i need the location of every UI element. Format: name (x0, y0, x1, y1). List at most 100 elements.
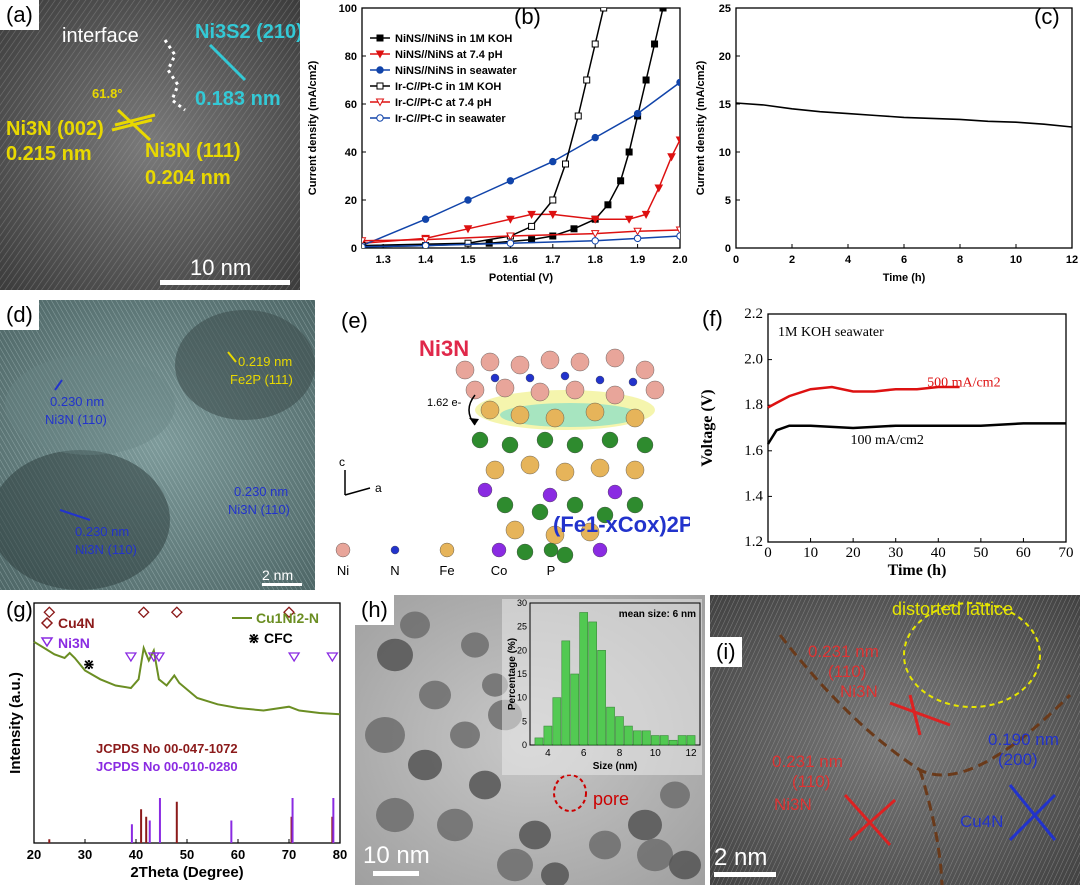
histogram-bar (686, 735, 696, 746)
y-tick-label: 0 (351, 243, 357, 255)
data-marker (549, 196, 557, 204)
atom (455, 360, 475, 380)
inset-x-tick-label: 4 (545, 748, 551, 759)
nanoparticle (419, 680, 451, 710)
histogram-bar (561, 640, 571, 746)
grain-boundary-1 (778, 634, 1072, 777)
data-marker (574, 112, 582, 120)
cfc-peak-marker: ⋇ (83, 656, 95, 672)
cu4n-phase-label: Cu4N (960, 812, 1003, 831)
x-tick-label: 1.7 (545, 254, 560, 266)
data-marker (376, 114, 384, 122)
panel-i: distorted lattice 0.231 nm (110) Ni3N 0.… (710, 595, 1080, 885)
x-tick-label: 0 (764, 545, 772, 561)
panel-f: 0 10 20 30 40 50 60 70 1.2 1.4 1.6 1.8 2.0 2.2 Time (h… (690, 300, 1080, 590)
legend-atom-swatch (390, 545, 400, 555)
scale-bar-label: 2 nm (262, 567, 293, 583)
nanoparticle (469, 770, 501, 800)
atom (595, 375, 605, 385)
inset-y-tick-label: 5 (522, 716, 527, 726)
x-tick-label: 1.8 (588, 254, 603, 266)
x-tick-label: 70 (282, 847, 296, 862)
data-marker (421, 241, 430, 248)
data-marker (641, 210, 651, 219)
data-marker (590, 215, 600, 224)
atom (480, 400, 500, 420)
charge-label: 1.62 e- (427, 397, 462, 409)
histogram-bar (659, 735, 669, 746)
scale-bar-label: 10 nm (363, 842, 430, 869)
scale-bar (373, 871, 419, 876)
nanoparticle (365, 717, 405, 753)
atom (485, 460, 505, 480)
data-marker (654, 184, 664, 193)
histogram-bar (552, 697, 562, 746)
legend-atom-swatch (543, 542, 559, 558)
x-tick-label: 20 (846, 545, 861, 561)
atom (530, 382, 550, 402)
atom (477, 482, 493, 498)
data-marker (527, 210, 536, 219)
nanoparticle (541, 862, 569, 885)
x-tick-label: 80 (333, 847, 347, 862)
angle-label: 61.8° (92, 86, 123, 101)
panel-f-label: (f) (702, 306, 723, 331)
atom (520, 455, 540, 475)
cu4n-marker-b (1008, 793, 1057, 842)
data-marker (376, 34, 384, 42)
y-tick-label: 1.6 (744, 443, 763, 459)
inset-y-tick-label: 25 (517, 622, 527, 632)
panel-d-label: (d) (0, 300, 39, 330)
nanoparticle (660, 781, 690, 809)
ni3n-peak-marker (287, 652, 301, 663)
y-axis-label: Intensity (a.u.) (7, 672, 24, 774)
inset-x-tick-label: 6 (581, 748, 587, 759)
interface-label: interface (62, 25, 139, 47)
x-tick-label: 10 (1010, 254, 1022, 266)
legend-entry: Ir-C//Pt-C in seawater (395, 113, 506, 125)
charge-density-cyan (500, 403, 640, 427)
data-marker (528, 222, 536, 230)
data-marker (676, 78, 680, 87)
data-marker (362, 237, 367, 246)
x-tick-label: 1.9 (630, 254, 645, 266)
y-tick-label: 15 (719, 99, 731, 111)
data-marker (376, 82, 384, 90)
ni3n-spacing-label-1: 0.231 nm (808, 642, 879, 661)
nanoparticle (589, 830, 621, 860)
data-marker (421, 215, 430, 223)
ni3s2-spacing-label: 0.183 nm (195, 88, 281, 110)
y-tick-label: 2.2 (744, 306, 763, 322)
inset-frame (529, 602, 701, 746)
series-line (735, 102, 1073, 128)
y-axis-label: Current density (mA/cm2) (307, 60, 319, 195)
cu4n-hkl-label: (200) (998, 750, 1038, 769)
x-tick-label: 2.0 (672, 254, 687, 266)
y-tick-label: 0 (725, 243, 731, 255)
data-marker (591, 40, 599, 48)
x-tick-label: 30 (78, 847, 92, 862)
data-marker (667, 153, 676, 162)
ni3n-marker-1b (908, 694, 922, 736)
fe2p-spacing-label: 0.219 nm (238, 354, 292, 369)
ni3n-spacing-label-1: 0.230 nm (50, 394, 104, 409)
atom (605, 385, 625, 405)
inset-y-tick-label: 15 (517, 669, 527, 679)
data-marker (375, 50, 385, 59)
inset-x-axis-label: Size (nm) (593, 761, 637, 772)
cu4n-peak-marker (283, 606, 295, 619)
data-marker (651, 40, 659, 48)
panel-i-label: (i) (710, 637, 742, 667)
x-axis-label: Time (h) (888, 562, 947, 579)
legend-entry: Ir-C//Pt-C in 1M KOH (395, 81, 501, 93)
atom (480, 352, 500, 372)
ni3n-plane-label-3: Ni3N (110) (75, 542, 137, 557)
x-tick-label: 4 (845, 254, 852, 266)
ni3n-002-spacing-label: 0.215 nm (6, 143, 92, 165)
particle-3 (5, 355, 175, 455)
ni3n-spacing-label-3: 0.230 nm (75, 524, 129, 539)
inset-title: mean size: 6 nm (619, 609, 696, 620)
panel-c-label: (c) (1034, 4, 1060, 29)
series-line (362, 8, 605, 247)
panel-h: pore 4 6 8 10 12 0 5 10 15 20 25 30 Size (nm) Percent… (355, 595, 705, 885)
